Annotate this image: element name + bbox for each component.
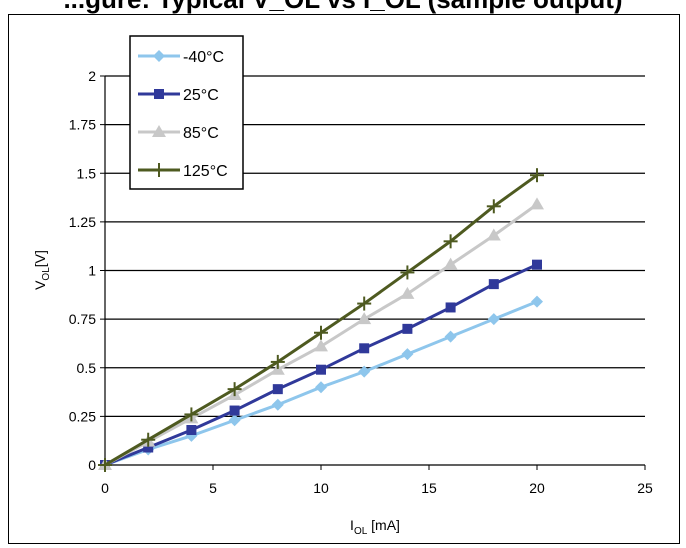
- legend-label: 85°C: [183, 125, 219, 142]
- data-point: [358, 365, 371, 378]
- legend-label: 125°C: [183, 163, 228, 180]
- data-point: [229, 405, 240, 416]
- x-tick-label: 0: [101, 480, 109, 496]
- legend: -40°C 25°C 85°C 125°C: [129, 35, 244, 190]
- data-point: [314, 325, 328, 340]
- data-point: [316, 364, 326, 375]
- y-tick-label: 0.75: [69, 311, 96, 327]
- y-tick-label: 2: [88, 68, 96, 84]
- data-point: [530, 197, 544, 210]
- data-point: [359, 343, 370, 354]
- y-tick-label: 1.25: [69, 214, 96, 230]
- x-tick-label: 10: [313, 480, 329, 496]
- y-axis-label: VOL[V]: [32, 250, 52, 290]
- data-point: [488, 279, 499, 290]
- x-tick-label: 20: [529, 480, 545, 496]
- data-point: [530, 168, 544, 183]
- data-point: [445, 302, 456, 313]
- data-point: [184, 407, 199, 422]
- data-point: [401, 348, 414, 361]
- legend-box: [129, 35, 244, 190]
- data-point: [271, 398, 284, 411]
- legend-swatch-marker: [152, 125, 166, 137]
- legend-label: 25°C: [183, 87, 219, 104]
- data-point: [400, 265, 415, 280]
- data-point: [143, 442, 154, 453]
- data-point: [272, 384, 283, 395]
- data-point: [443, 234, 458, 249]
- data-point: [186, 424, 197, 435]
- legend-swatch-marker: [154, 89, 164, 99]
- y-tick-label: 1: [88, 263, 96, 279]
- data-point: [357, 312, 372, 325]
- data-point: [486, 199, 501, 214]
- x-tick-label: 5: [209, 480, 217, 496]
- y-tick-label: 0: [88, 457, 96, 473]
- data-point: [315, 381, 327, 394]
- data-point: [486, 228, 501, 241]
- y-tick-label: 1.75: [69, 117, 96, 133]
- data-point: [400, 286, 415, 299]
- y-tick-label: 0.5: [77, 360, 97, 376]
- data-point: [141, 432, 156, 447]
- data-point: [443, 257, 458, 270]
- data-point: [270, 354, 285, 369]
- data-point: [531, 295, 543, 308]
- legend-swatch-marker: [153, 50, 165, 62]
- data-point: [228, 414, 241, 427]
- legend-swatch-marker: [152, 163, 166, 177]
- data-point: [357, 296, 372, 311]
- data-point: [314, 339, 328, 352]
- x-tick-label: 15: [421, 480, 437, 496]
- data-point: [532, 259, 542, 270]
- series-group: [98, 168, 544, 472]
- x-tick-label: 25: [637, 480, 653, 496]
- legend-label: -40°C: [183, 49, 224, 66]
- y-tick-label: 0.25: [69, 408, 96, 424]
- x-axis-label: IOL [mA]: [350, 517, 400, 537]
- data-point: [98, 458, 112, 472]
- data-point: [487, 313, 500, 326]
- data-point: [227, 382, 242, 397]
- data-point: [402, 323, 413, 334]
- y-tick-label: 1.5: [77, 165, 97, 181]
- data-point: [444, 330, 457, 343]
- chart-page-title: ...gure: Typical V_OL vs I_OL (sample ou…: [0, 0, 686, 14]
- series-line-3: [104, 173, 538, 467]
